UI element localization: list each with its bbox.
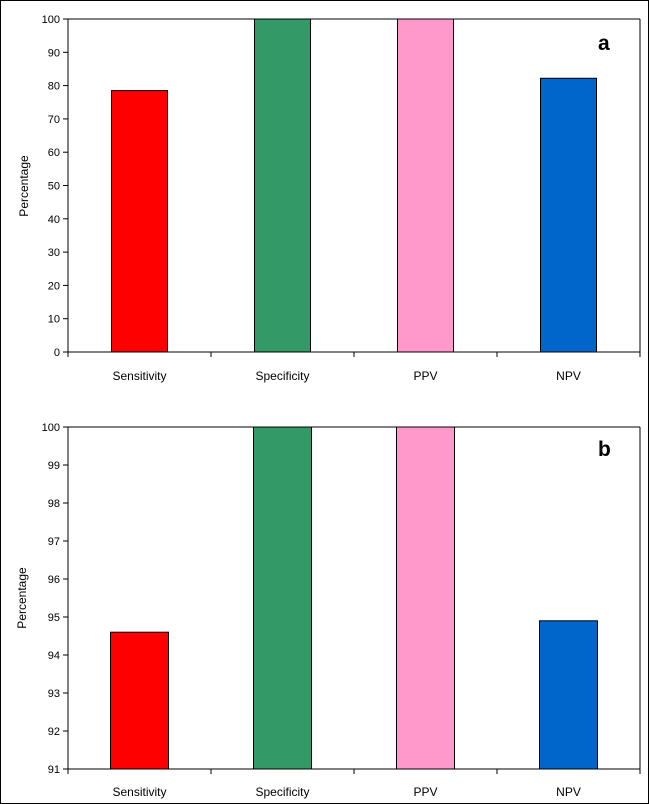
y-tick-label: 90 bbox=[48, 47, 60, 59]
bar-specificity bbox=[254, 18, 311, 353]
y-tick-label: 95 bbox=[48, 612, 60, 624]
x-tick-label: NPV bbox=[556, 785, 581, 799]
x-tick-label: Sensitivity bbox=[112, 785, 166, 799]
y-tick-label: 0 bbox=[54, 347, 60, 359]
bar-specificity bbox=[253, 426, 312, 770]
x-tick-label: Specificity bbox=[255, 369, 309, 383]
y-tick-label: 70 bbox=[48, 114, 60, 126]
bar-sensitivity bbox=[110, 631, 169, 770]
y-tick-label: 80 bbox=[48, 81, 60, 93]
bar-ppv bbox=[397, 18, 454, 353]
y-tick-label: 10 bbox=[48, 314, 60, 326]
chart-b: Percentage b 91 92 93 94 95 96 97 98 99 100 Sensit… bbox=[15, 422, 641, 799]
bar-npv bbox=[540, 77, 597, 353]
y-tick-label: 91 bbox=[48, 764, 60, 776]
y-axis-label: Percentage bbox=[15, 567, 29, 629]
panel-label: b bbox=[598, 438, 611, 461]
bar-sensitivity bbox=[111, 90, 168, 353]
bar-npv bbox=[539, 620, 598, 770]
y-tick-label: 97 bbox=[48, 536, 60, 548]
y-tick-label: 93 bbox=[48, 688, 60, 700]
y-tick-label: 100 bbox=[42, 422, 60, 434]
x-tick-label: PPV bbox=[413, 785, 437, 799]
panel-label: a bbox=[598, 32, 610, 55]
y-tick-label: 98 bbox=[48, 498, 60, 510]
y-tick-label: 50 bbox=[48, 181, 60, 193]
x-tick-label: Specificity bbox=[255, 785, 309, 799]
y-tick-label: 30 bbox=[48, 247, 60, 259]
y-tick-label: 40 bbox=[48, 214, 60, 226]
chart-a: Percentage a 0 10 20 30 40 50 60 70 80 90 100 Sensi… bbox=[17, 14, 641, 383]
y-tick-label: 92 bbox=[48, 726, 60, 738]
y-tick-label: 100 bbox=[42, 14, 60, 26]
bar-ppv bbox=[396, 426, 455, 770]
y-axis-label: Percentage bbox=[17, 155, 31, 217]
y-tick-label: 94 bbox=[48, 650, 60, 662]
y-tick-label: 96 bbox=[48, 574, 60, 586]
y-tick-label: 60 bbox=[48, 147, 60, 159]
x-tick-label: NPV bbox=[556, 369, 581, 383]
y-tick-label: 20 bbox=[48, 280, 60, 292]
x-tick-label: PPV bbox=[413, 369, 437, 383]
y-tick-label: 99 bbox=[48, 460, 60, 472]
x-tick-label: Sensitivity bbox=[112, 369, 166, 383]
